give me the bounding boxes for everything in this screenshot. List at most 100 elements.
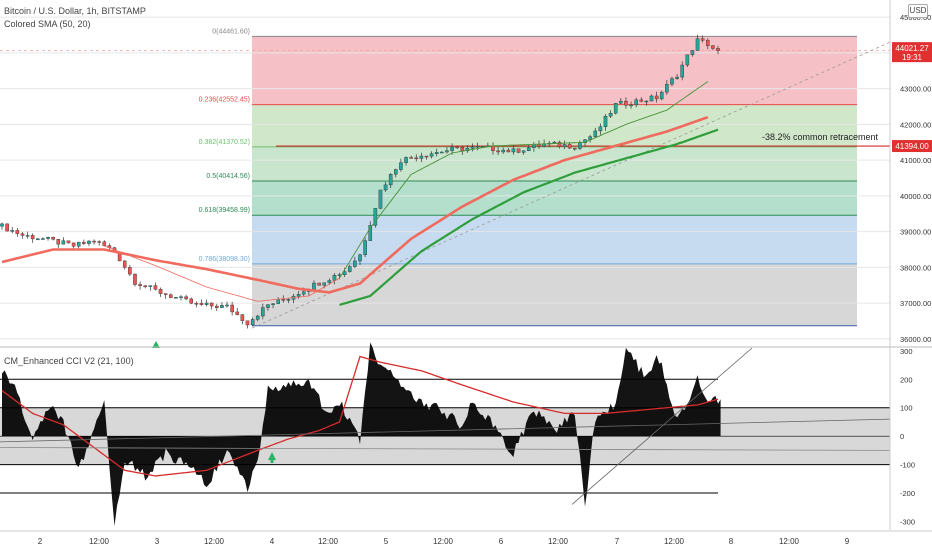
candle-body bbox=[41, 238, 45, 240]
cci-trend-line bbox=[0, 447, 891, 451]
candle-body bbox=[516, 148, 521, 153]
cci-tick-label: 300 bbox=[900, 347, 913, 356]
time-tick-label: 6 bbox=[499, 537, 504, 546]
level-badge-label: 41394.00 bbox=[895, 142, 929, 151]
candle-body bbox=[61, 240, 66, 245]
candle-body bbox=[276, 298, 280, 304]
candle-body bbox=[414, 157, 419, 160]
candle-body bbox=[148, 285, 153, 287]
candle-body bbox=[419, 155, 424, 159]
candle-body bbox=[460, 147, 465, 152]
candle-body bbox=[92, 240, 96, 243]
fib-level-label: 0.382(41370.52) bbox=[199, 139, 250, 146]
candle-body bbox=[685, 54, 690, 66]
candle-body bbox=[240, 314, 245, 321]
candle-body bbox=[230, 304, 234, 313]
candle-body bbox=[665, 83, 669, 93]
candle-body bbox=[603, 115, 608, 127]
candle-body bbox=[20, 233, 25, 236]
candle-body bbox=[322, 282, 327, 286]
candle-body bbox=[562, 144, 567, 147]
candle-body bbox=[440, 151, 444, 154]
time-tick-label: 12:00 bbox=[548, 537, 569, 546]
cci-tick-label: -300 bbox=[900, 517, 915, 526]
candle-body bbox=[675, 76, 679, 79]
candle-body bbox=[373, 208, 378, 226]
candle-body bbox=[30, 235, 35, 240]
level-badge bbox=[892, 140, 932, 153]
candle-body bbox=[450, 146, 454, 151]
candle-body bbox=[506, 149, 511, 153]
candle-body bbox=[363, 240, 367, 256]
candle-body bbox=[296, 294, 301, 297]
candle-body bbox=[342, 271, 347, 275]
candle-body bbox=[388, 174, 393, 186]
cci-tick-label: 100 bbox=[900, 404, 913, 413]
candle-body bbox=[301, 291, 306, 295]
time-tick-label: 7 bbox=[615, 537, 620, 546]
candle-body bbox=[552, 141, 557, 144]
candle-body bbox=[250, 319, 255, 326]
candle-body bbox=[578, 142, 582, 149]
cci-tick-label: 200 bbox=[900, 375, 913, 384]
fib-level-label: 0.236(42552.45) bbox=[199, 97, 250, 104]
candle-body bbox=[332, 274, 337, 281]
candle-body bbox=[102, 241, 107, 246]
candle-body bbox=[619, 100, 623, 104]
candle-body bbox=[659, 91, 664, 100]
candle-body bbox=[15, 230, 20, 234]
candle-body bbox=[82, 241, 86, 244]
candle-body bbox=[10, 230, 15, 232]
candle-body bbox=[153, 285, 158, 290]
candle-body bbox=[511, 148, 516, 153]
candle-body bbox=[122, 260, 127, 268]
cci-tick-label: 0 bbox=[900, 432, 904, 441]
candle-body bbox=[347, 266, 352, 272]
candle-body bbox=[378, 189, 383, 209]
price-tick-label: 43000.00 bbox=[900, 85, 931, 94]
candle-body bbox=[358, 254, 362, 262]
candle-body bbox=[353, 260, 357, 267]
candle-body bbox=[445, 150, 449, 153]
sma-slow-line bbox=[1, 115, 709, 294]
fib-zone bbox=[252, 181, 857, 216]
retracement-annotation: -38.2% common retracement bbox=[762, 132, 879, 142]
candle-body bbox=[700, 38, 705, 41]
candle-body bbox=[5, 223, 9, 232]
candle-body bbox=[214, 305, 219, 308]
last-price-label: 44021.27 bbox=[895, 44, 929, 53]
price-tick-label: 39000.00 bbox=[900, 228, 931, 237]
candle-body bbox=[649, 95, 654, 102]
candle-body bbox=[245, 320, 250, 326]
candle-body bbox=[71, 242, 76, 247]
candle-body bbox=[0, 223, 4, 227]
signal-arrow-icon bbox=[152, 341, 160, 348]
fib-level-label: 0.618(39458.99) bbox=[199, 207, 250, 214]
candle-body bbox=[97, 241, 101, 243]
time-tick-label: 9 bbox=[845, 537, 850, 546]
candle-body bbox=[394, 169, 398, 175]
candle-body bbox=[194, 303, 199, 305]
fib-level-label: 0.786(38098.30) bbox=[199, 256, 250, 263]
candle-body bbox=[557, 141, 562, 147]
candle-body bbox=[429, 153, 434, 157]
price-tick-label: 42000.00 bbox=[900, 120, 931, 129]
cci-tick-label: -100 bbox=[900, 461, 915, 470]
candle-body bbox=[25, 235, 30, 237]
candle-body bbox=[639, 99, 644, 102]
sma-green-line bbox=[339, 128, 719, 306]
candle-body bbox=[680, 64, 684, 78]
time-tick-label: 3 bbox=[155, 537, 160, 546]
candle-body bbox=[168, 294, 173, 298]
candle-body bbox=[716, 48, 720, 51]
candle-body bbox=[317, 282, 321, 286]
candle-body bbox=[567, 144, 572, 149]
candle-body bbox=[455, 146, 459, 149]
candle-body bbox=[56, 239, 61, 245]
candle-body bbox=[496, 150, 500, 153]
currency-button[interactable]: USD bbox=[908, 4, 928, 18]
candle-body bbox=[76, 241, 81, 247]
candle-body bbox=[624, 100, 628, 106]
